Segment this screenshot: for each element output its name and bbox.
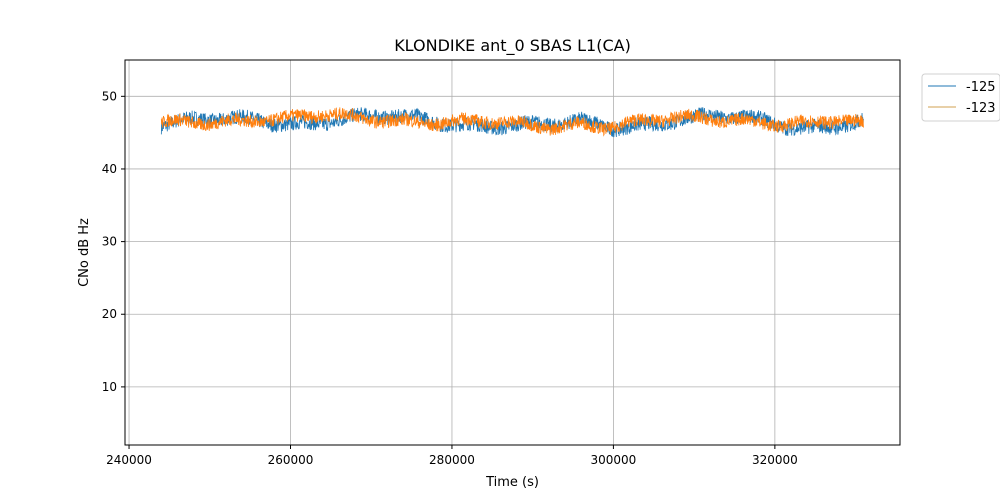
y-axis: 10 20 30 40 50 [102,89,125,394]
x-tick-label: 320000 [752,453,798,467]
x-tick-label: 260000 [268,453,314,467]
y-tick-label: 50 [102,89,117,103]
plot-frame [124,59,901,446]
series-line-minus-123 [160,107,864,137]
y-tick-label: 40 [102,162,117,176]
series-line-minus-125 [160,107,864,138]
y-tick-label: 10 [102,380,117,394]
legend-label: -125 [966,80,996,95]
chart-title: KLONDIKE ant_0 SBAS L1(CA) [394,36,631,56]
x-tick-label: 240000 [106,453,152,467]
legend: -125 -123 [921,73,1000,122]
x-axis-label: Time (s) [485,475,539,490]
grid-lines [125,60,900,445]
series-layer [160,107,864,138]
x-axis: 240000 260000 280000 300000 320000 [106,445,798,467]
y-tick-label: 20 [102,307,117,321]
x-tick-label: 280000 [429,453,475,467]
legend-label: -123 [966,101,996,116]
y-axis-label: CNo dB Hz [77,218,92,287]
y-tick-label: 30 [102,235,117,249]
x-tick-label: 300000 [591,453,637,467]
